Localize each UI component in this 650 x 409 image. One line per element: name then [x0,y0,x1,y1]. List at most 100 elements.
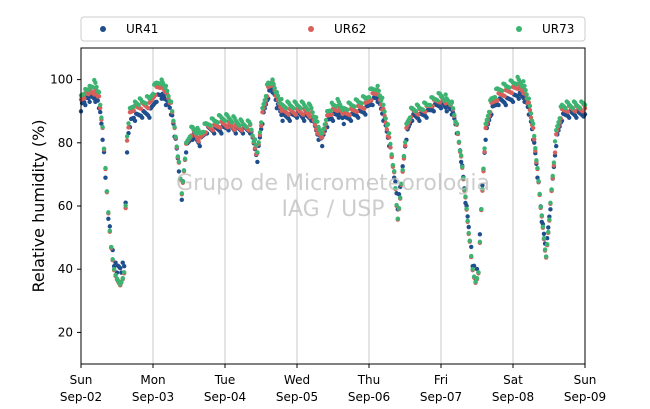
data-point [438,106,444,111]
data-point [393,185,398,191]
data-point [393,179,398,184]
data-point [298,106,303,111]
data-point [548,200,553,206]
data-point [124,150,130,155]
data-point [334,104,339,109]
data-point [398,195,403,200]
data-point [566,115,572,120]
data-point [424,115,429,120]
data-point [90,85,96,90]
data-point [166,93,171,99]
data-point [172,124,177,130]
data-point [100,124,105,130]
data-point [375,83,380,89]
data-point [194,131,199,136]
data-point [492,94,498,100]
data-point [551,160,557,165]
data-point [284,106,289,111]
x-tick-label-day: Tue [214,373,236,387]
legend-marker-ur73 [516,26,522,32]
data-point [119,279,124,285]
data-point [171,118,176,123]
data-point [552,150,558,155]
data-point [469,253,474,259]
data-point [465,214,470,219]
data-point [389,152,394,157]
data-point [271,81,276,87]
x-tick-label-date: Sep-06 [348,390,390,404]
data-point [218,125,223,130]
data-point [386,131,392,136]
data-point [572,109,578,114]
data-point [454,121,460,127]
data-point [477,239,483,245]
data-point [483,121,488,127]
data-point [392,175,397,180]
data-point [146,106,151,111]
data-point [270,77,275,82]
data-point [354,109,360,115]
data-point [471,263,477,269]
data-point [401,153,407,159]
data-point [486,109,492,115]
data-point [215,120,220,125]
y-axis-title: Relative humidity (%) [29,119,48,292]
data-point [413,109,418,114]
data-point [275,93,281,99]
data-point [103,175,108,180]
data-point [543,254,549,259]
data-point [196,139,201,144]
data-point [272,85,277,91]
data-point [435,98,440,103]
data-point [547,217,552,222]
data-point [396,192,402,197]
data-point [328,108,333,113]
data-point [527,107,533,113]
data-point [482,146,487,151]
data-point [565,109,571,115]
data-point [536,178,541,184]
data-point [237,123,242,128]
data-point [165,88,170,94]
data-point [400,167,405,173]
data-point [113,272,118,278]
legend-label-ur73: UR73 [542,22,574,36]
x-tick-label-date: Sep-04 [204,390,246,404]
data-point [483,125,488,131]
data-point [554,127,559,133]
legend: UR41 UR62 UR73 [80,16,586,42]
data-point [244,124,249,130]
data-point [274,90,280,95]
legend-marker-ur62 [308,26,314,32]
data-point [431,109,436,114]
data-point [470,267,475,272]
data-point [530,121,536,127]
data-point [126,125,131,130]
data-point [110,257,115,262]
data-point [86,91,91,97]
data-point [260,105,265,111]
data-point [197,143,202,149]
data-point [400,164,405,169]
x-tick-label-date: Sep-08 [492,390,534,404]
data-point [502,93,507,99]
data-point [175,154,181,159]
legend-label-ur62: UR62 [334,22,366,36]
data-point [315,119,320,124]
data-point [222,118,228,124]
data-point [362,106,367,111]
x-tick-label-day: Mon [140,373,165,387]
data-point [122,270,127,275]
data-point [384,127,390,132]
data-point [132,118,138,124]
data-point [279,96,284,102]
data-point [540,224,546,230]
data-point [574,115,579,120]
y-tick-label: 100 [50,73,73,87]
x-tick-label-day: Sat [503,373,523,387]
data-point [126,130,131,136]
data-point [552,139,558,144]
data-point [522,83,527,89]
data-point [257,130,263,135]
